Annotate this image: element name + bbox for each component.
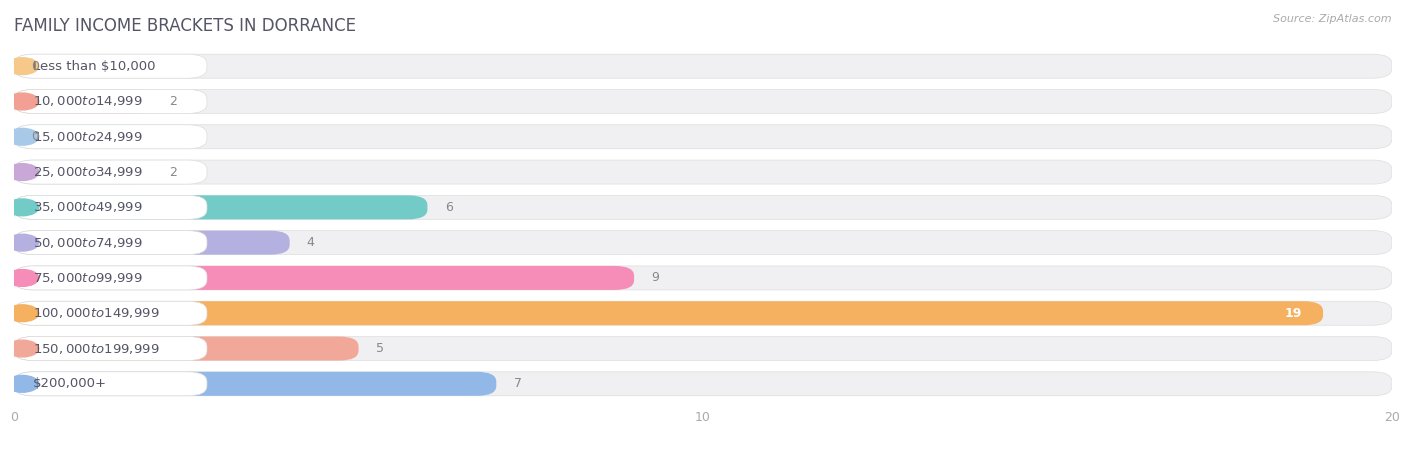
Text: $50,000 to $74,999: $50,000 to $74,999 xyxy=(34,236,143,250)
Text: $15,000 to $24,999: $15,000 to $24,999 xyxy=(34,130,143,144)
Circle shape xyxy=(6,128,39,145)
FancyBboxPatch shape xyxy=(14,54,207,78)
FancyBboxPatch shape xyxy=(14,231,1392,255)
Circle shape xyxy=(6,58,39,75)
FancyBboxPatch shape xyxy=(14,266,1392,290)
FancyBboxPatch shape xyxy=(14,90,1392,113)
FancyBboxPatch shape xyxy=(14,266,207,290)
FancyBboxPatch shape xyxy=(14,231,290,255)
Text: Less than $10,000: Less than $10,000 xyxy=(34,60,156,73)
FancyBboxPatch shape xyxy=(14,195,427,219)
Text: Source: ZipAtlas.com: Source: ZipAtlas.com xyxy=(1274,14,1392,23)
Text: 2: 2 xyxy=(169,95,177,108)
Circle shape xyxy=(6,270,39,286)
Circle shape xyxy=(6,340,39,357)
FancyBboxPatch shape xyxy=(14,337,1392,360)
FancyBboxPatch shape xyxy=(14,372,207,396)
Text: $10,000 to $14,999: $10,000 to $14,999 xyxy=(34,94,143,108)
Text: 6: 6 xyxy=(444,201,453,214)
FancyBboxPatch shape xyxy=(14,160,152,184)
FancyBboxPatch shape xyxy=(14,160,1392,184)
Text: 2: 2 xyxy=(169,166,177,179)
Text: $75,000 to $99,999: $75,000 to $99,999 xyxy=(34,271,143,285)
Text: 7: 7 xyxy=(513,377,522,390)
FancyBboxPatch shape xyxy=(14,195,207,219)
Text: $100,000 to $149,999: $100,000 to $149,999 xyxy=(34,306,160,320)
FancyBboxPatch shape xyxy=(14,337,207,360)
Circle shape xyxy=(6,93,39,110)
FancyBboxPatch shape xyxy=(14,54,1392,78)
FancyBboxPatch shape xyxy=(14,195,1392,219)
Text: 0: 0 xyxy=(31,60,39,73)
Text: 4: 4 xyxy=(307,236,315,249)
FancyBboxPatch shape xyxy=(14,372,1392,396)
FancyBboxPatch shape xyxy=(14,266,634,290)
FancyBboxPatch shape xyxy=(14,337,359,360)
FancyBboxPatch shape xyxy=(14,372,496,396)
FancyBboxPatch shape xyxy=(14,301,207,325)
Circle shape xyxy=(6,305,39,322)
Circle shape xyxy=(6,234,39,251)
Circle shape xyxy=(6,375,39,392)
Text: $35,000 to $49,999: $35,000 to $49,999 xyxy=(34,200,143,214)
Text: 5: 5 xyxy=(375,342,384,355)
Circle shape xyxy=(6,199,39,216)
FancyBboxPatch shape xyxy=(14,160,207,184)
FancyBboxPatch shape xyxy=(14,125,207,149)
FancyBboxPatch shape xyxy=(14,125,1392,149)
Circle shape xyxy=(6,164,39,180)
FancyBboxPatch shape xyxy=(14,301,1323,325)
Text: 19: 19 xyxy=(1285,307,1302,320)
Text: 9: 9 xyxy=(651,271,659,284)
FancyBboxPatch shape xyxy=(14,301,1392,325)
Text: 0: 0 xyxy=(31,130,39,143)
Text: $150,000 to $199,999: $150,000 to $199,999 xyxy=(34,342,160,356)
Text: $200,000+: $200,000+ xyxy=(34,377,107,390)
Text: $25,000 to $34,999: $25,000 to $34,999 xyxy=(34,165,143,179)
FancyBboxPatch shape xyxy=(14,231,207,255)
FancyBboxPatch shape xyxy=(14,90,152,113)
FancyBboxPatch shape xyxy=(14,90,207,113)
Text: FAMILY INCOME BRACKETS IN DORRANCE: FAMILY INCOME BRACKETS IN DORRANCE xyxy=(14,17,356,35)
